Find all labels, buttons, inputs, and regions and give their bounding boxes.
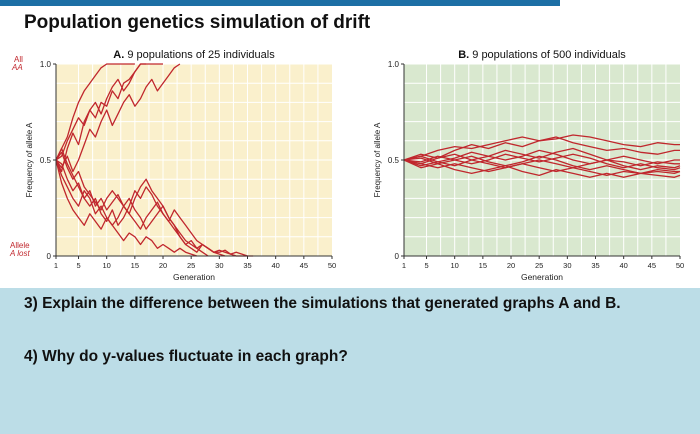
panel-title-text: 9 populations of 25 individuals xyxy=(127,49,275,61)
panel-letter: A. xyxy=(113,49,127,61)
chart-b: 1 5 10 15 20 25 30 35 40 45 5000.51.0GenerationFre… xyxy=(373,49,684,282)
x-tick-label: 30 xyxy=(215,261,223,270)
x-tick-label: 45 xyxy=(300,261,308,270)
x-tick-label: 30 xyxy=(563,261,571,270)
series-line-8 xyxy=(55,159,198,257)
series-line-1 xyxy=(403,134,680,161)
top-bar-gap xyxy=(560,0,700,6)
series-line-9 xyxy=(55,147,248,257)
x-tick-label: 20 xyxy=(507,261,515,270)
series-line-9 xyxy=(403,155,680,175)
chart-a: 1 5 10 15 20 25 30 35 40 45 5000.51.0GenerationFre… xyxy=(9,49,336,282)
annotation-top-2: AA xyxy=(11,63,23,72)
y-axis-label: Frequency of allele A xyxy=(25,122,34,197)
x-tick-label: 5 xyxy=(424,261,428,270)
series-line-2 xyxy=(403,136,680,161)
annotation-bottom-2: A lost xyxy=(9,249,30,258)
series-line-6 xyxy=(55,151,254,257)
x-tick-label: 25 xyxy=(187,261,195,270)
x-tick-label: 50 xyxy=(328,261,336,270)
y-axis-label: Frequency of allele A xyxy=(373,122,382,197)
x-tick-label: 45 xyxy=(648,261,656,270)
x-tick-label: 35 xyxy=(243,261,251,270)
x-tick-label: 40 xyxy=(272,261,280,270)
series-line-3 xyxy=(403,147,680,165)
question-3: 3) Explain the difference between the si… xyxy=(24,295,621,312)
x-axis-label: Generation xyxy=(521,272,563,282)
chart-title-b: B. 9 populations of 500 individuals xyxy=(458,49,626,61)
question-4: 4) Why do y-values fluctuate in each gra… xyxy=(24,348,348,365)
y-tick-label: 0 xyxy=(47,252,52,261)
x-tick-label: 5 xyxy=(76,261,80,270)
y-tick-label: 1.0 xyxy=(388,60,400,69)
y-tick-label: 0.5 xyxy=(388,156,400,165)
x-axis-label: Generation xyxy=(173,272,215,282)
x-tick-label: 15 xyxy=(131,261,139,270)
x-tick-label: 20 xyxy=(159,261,167,270)
series-line-4 xyxy=(55,63,181,173)
x-tick-label: 1 xyxy=(402,261,406,270)
panel-letter: B. xyxy=(458,49,472,61)
x-tick-label: 35 xyxy=(591,261,599,270)
panel-title-text: 9 populations of 500 individuals xyxy=(472,49,626,61)
series-line-6 xyxy=(403,159,681,171)
y-tick-label: 0 xyxy=(395,252,400,261)
x-tick-label: 10 xyxy=(103,261,111,270)
y-tick-label: 1.0 xyxy=(40,60,52,69)
x-tick-label: 1 xyxy=(54,261,58,270)
series-line-1 xyxy=(55,63,135,161)
y-tick-label: 0.5 xyxy=(40,156,52,165)
series-line-8 xyxy=(403,159,681,178)
page-title: Population genetics simulation of drift xyxy=(24,12,371,33)
drift-simulation-charts: 1 5 10 15 20 25 30 35 40 45 5000.51.0GenerationFre… xyxy=(9,49,684,282)
x-tick-label: 50 xyxy=(676,261,684,270)
x-tick-label: 10 xyxy=(451,261,459,270)
x-tick-label: 40 xyxy=(620,261,628,270)
chart-title-a: A. 9 populations of 25 individuals xyxy=(113,49,275,61)
top-accent-bar xyxy=(0,0,700,6)
series-line-3 xyxy=(55,63,147,173)
annotation-top-1: All xyxy=(14,55,23,64)
series-line-5 xyxy=(403,153,681,171)
annotation-bottom-1: Allele xyxy=(10,241,30,250)
x-tick-label: 15 xyxy=(479,261,487,270)
x-tick-label: 25 xyxy=(535,261,543,270)
